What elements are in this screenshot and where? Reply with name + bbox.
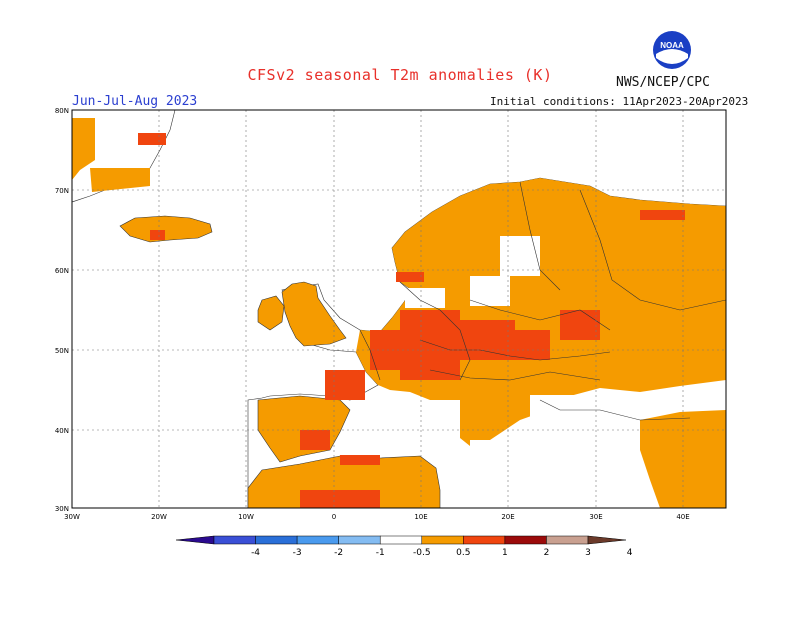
legend-tick-label: -2 bbox=[334, 548, 343, 558]
map-frame bbox=[71, 109, 727, 509]
lon-label-10w: 10W bbox=[238, 513, 254, 521]
legend-swatch bbox=[463, 535, 506, 545]
lat-label-60: 60N bbox=[55, 267, 69, 275]
lon-label-40e: 40E bbox=[676, 513, 689, 521]
noaa-logo-icon: NOAA bbox=[653, 31, 691, 69]
legend-swatch bbox=[338, 535, 381, 545]
legend-arrow-high bbox=[587, 535, 627, 545]
anomaly-region-neutral bbox=[72, 110, 640, 508]
legend-swatch bbox=[421, 535, 464, 545]
land-iceland bbox=[119, 215, 213, 243]
anomaly-region-east bbox=[640, 410, 726, 508]
legend-tick-label: 3 bbox=[585, 548, 591, 558]
lat-label-80: 80N bbox=[55, 107, 69, 115]
land-britain bbox=[281, 281, 347, 347]
legend-tick-label: -0.5 bbox=[413, 548, 431, 558]
logo-text: NOAA bbox=[660, 41, 684, 50]
legend-tick-label: 2 bbox=[544, 548, 550, 558]
legend-tick-label: -3 bbox=[293, 548, 302, 558]
lat-label-50: 50N bbox=[55, 347, 69, 355]
lon-label-0: 0 bbox=[332, 513, 336, 521]
lat-label-30: 30N bbox=[55, 505, 69, 513]
land-ireland bbox=[257, 295, 285, 331]
legend-arrow-low bbox=[175, 535, 215, 545]
legend-tick-label: 1 bbox=[502, 548, 508, 558]
lat-axis: 80N 70N 60N 50N 40N 30N bbox=[55, 107, 69, 513]
agency-label: NWS/NCEP/CPC bbox=[616, 75, 710, 90]
initial-conditions: Initial conditions: 11Apr2023-20Apr2023 bbox=[490, 95, 749, 108]
country-borders bbox=[359, 181, 726, 421]
legend-tick-label: -1 bbox=[376, 548, 385, 558]
legend-swatch bbox=[546, 535, 589, 545]
legend-tick-label: -4 bbox=[251, 548, 260, 558]
legend-swatch bbox=[504, 535, 547, 545]
legend-tick-label: 0.5 bbox=[456, 548, 470, 558]
graticule bbox=[72, 110, 726, 508]
lon-label-30w: 30W bbox=[64, 513, 80, 521]
anomaly-region-greenland bbox=[72, 118, 150, 192]
legend-swatch bbox=[213, 535, 256, 545]
lon-axis: 30W 20W 10W 0 10E 20E 30E 40E bbox=[64, 513, 690, 521]
lat-label-40: 40N bbox=[55, 427, 69, 435]
legend-swatch bbox=[379, 535, 423, 545]
legend-swatch bbox=[296, 535, 339, 545]
legend-tick-label: 4 bbox=[627, 548, 633, 558]
anomaly-region-red bbox=[95, 133, 685, 508]
lat-label-70: 70N bbox=[55, 187, 69, 195]
lon-label-20w: 20W bbox=[151, 513, 167, 521]
lon-label-10e: 10E bbox=[414, 513, 427, 521]
legend-swatch bbox=[255, 535, 298, 545]
chart-title: CFSv2 seasonal T2m anomalies (K) bbox=[247, 66, 553, 84]
forecast-period: Jun-Jul-Aug 2023 bbox=[72, 94, 198, 109]
lon-label-20e: 20E bbox=[501, 513, 514, 521]
lon-label-30e: 30E bbox=[589, 513, 602, 521]
